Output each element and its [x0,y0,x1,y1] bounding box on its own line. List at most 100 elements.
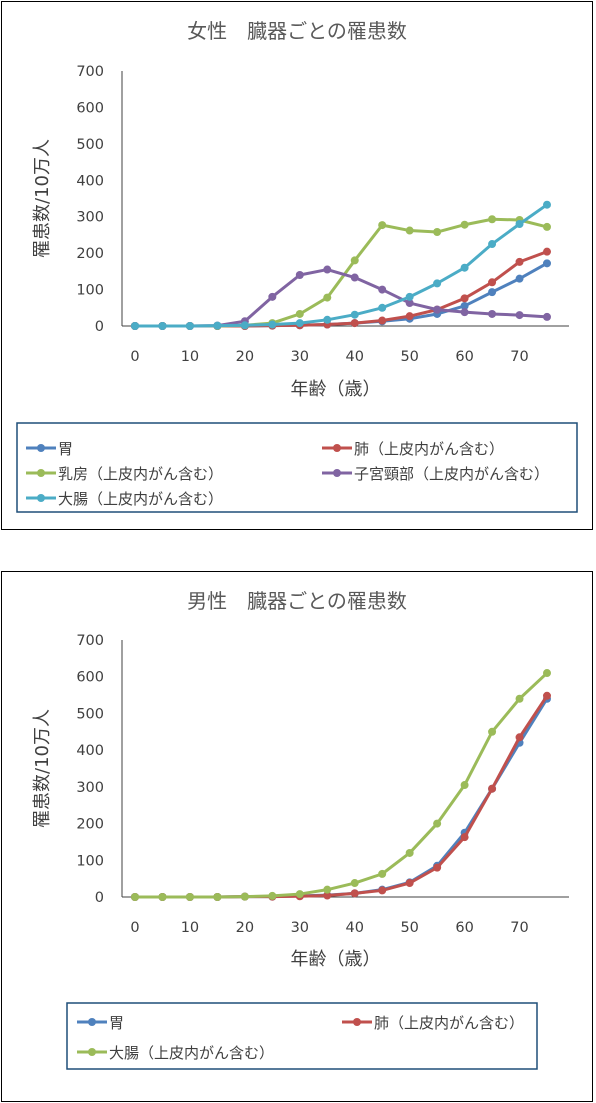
data-point [460,781,469,790]
data-point [460,263,469,272]
data-point [323,265,332,274]
series-3 [131,265,551,330]
y-tick-label: 300 [76,210,104,226]
data-point [213,321,222,330]
data-point [378,221,387,230]
data-point [433,279,442,288]
x-tick-label: 40 [346,349,364,365]
series-1 [131,691,551,901]
data-point [378,886,387,895]
legend-label: 子宮頸部（上皮内がん含む） [354,465,549,483]
data-point [405,312,414,321]
data-point [543,669,551,678]
data-point [350,273,359,282]
data-point [543,247,551,256]
y-tick-label: 600 [76,670,104,686]
legend-box [16,422,578,513]
data-point [460,301,469,310]
legend-swatch-marker [37,494,45,502]
legend-swatch-marker [333,469,341,477]
data-point [323,315,332,324]
legend-swatch-marker [88,1048,96,1056]
x-tick-label: 10 [181,920,199,936]
series-2 [131,669,551,901]
data-point [323,891,332,900]
data-point [295,309,304,318]
data-point [350,256,359,265]
data-point [543,312,551,321]
y-tick-label: 200 [76,817,104,833]
data-point [158,893,167,901]
data-point [295,890,304,899]
y-tick-label: 200 [76,246,104,262]
series-line [135,203,548,328]
data-point [433,819,442,828]
data-point [405,292,414,301]
data-point [515,311,524,320]
data-point [515,694,524,703]
data-point [460,308,469,317]
x-axis-label: 年齢（歳） [291,379,381,400]
legend-label: 乳房（上皮内がん含む） [58,465,223,483]
x-tick-label: 50 [400,920,418,936]
data-point [323,885,332,894]
series-line [135,694,549,899]
x-tick-label: 70 [510,920,528,936]
data-point [378,303,387,312]
y-tick-label: 500 [76,137,104,153]
x-tick-label: 60 [455,349,473,365]
data-point [543,259,551,268]
data-point [405,226,414,235]
data-point [460,294,469,303]
chart-female: 女性 臓器ごとの罹患数 0 100 200 300 400 500 600 700 0 10 20 30… [16,19,578,513]
y-tick-label: 500 [76,706,104,722]
legend-swatch-marker [353,1018,361,1026]
data-point [515,733,524,742]
x-tick-label: 60 [455,920,473,936]
data-point [405,848,414,857]
series-line [135,671,549,899]
chart-title: 男性 臓器ごとの罹患数 [187,589,407,613]
legend-label: 肺（上皮内がん含む） [354,440,504,458]
legend-swatch-marker [37,469,45,477]
x-tick-label: 20 [236,920,254,936]
y-tick-label: 400 [76,173,104,189]
data-point [515,274,524,283]
legend-swatch-marker [37,444,45,452]
data-point [488,309,497,318]
data-point [543,222,551,231]
data-point [350,879,359,888]
data-point [405,879,414,888]
data-point [378,316,387,325]
data-point [433,228,442,237]
data-point [240,321,249,330]
data-point [488,215,497,224]
data-point [460,833,469,842]
y-tick-label: 300 [76,780,104,796]
chart-panel-female: 女性 臓器ごとの罹患数 0 100 200 300 400 500 600 700 0 10 20 30… [1,1,593,530]
series-4 [131,200,551,330]
data-point [488,240,497,249]
legend-swatch-marker [333,444,341,452]
x-tick-label: 70 [510,349,528,365]
y-tick-label: 600 [76,100,104,116]
x-tick-label: 50 [400,349,418,365]
data-point [543,691,551,700]
data-point [488,278,497,287]
data-point [185,322,194,330]
data-point [488,784,497,793]
data-point [268,292,277,301]
y-axis-label: 罹患数/10万人 [32,709,53,828]
y-axis-label: 罹患数/10万人 [32,139,53,258]
data-point [433,305,442,314]
data-point [268,891,277,900]
data-point [488,727,497,736]
legend-label: 胃 [58,440,73,458]
chart-male: 男性 臓器ごとの罹患数 0 100 200 300 400 500 600 700 0 10 20 30… [32,589,569,1070]
x-tick-label: 10 [181,349,199,365]
data-point [295,319,304,328]
y-tick-label: 100 [76,283,104,299]
data-point [488,288,497,297]
series-0 [131,259,551,330]
data-point [323,293,332,302]
